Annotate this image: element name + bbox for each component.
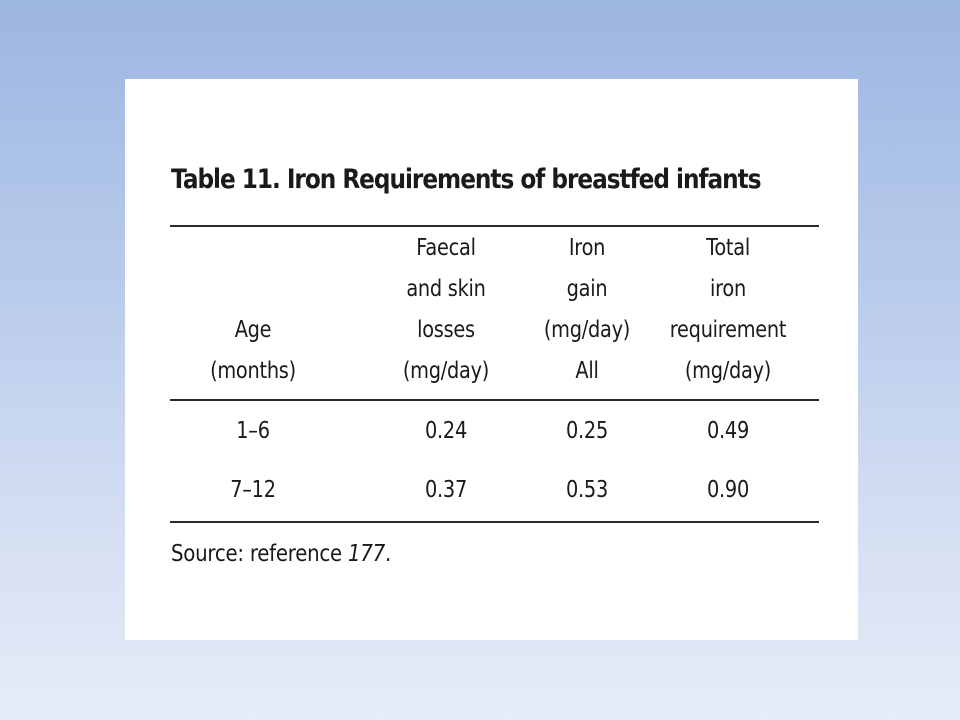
table-header-rule <box>170 399 819 401</box>
slide-card: Table 11. Iron Requirements of breastfed… <box>125 79 858 640</box>
source-reference-number: 177 <box>347 541 385 567</box>
table-cell-age: 1–6 <box>236 418 270 444</box>
table-cell-iron-gain: 0.25 <box>565 418 608 444</box>
table-top-rule <box>170 225 819 227</box>
table-cell-faecal-skin-losses: 0.24 <box>424 418 467 444</box>
table-cell-faecal-skin-losses: 0.37 <box>424 477 467 503</box>
table-cell-total-iron-requirement: 0.90 <box>706 477 749 503</box>
source-prefix: Source: reference <box>171 541 348 567</box>
header-age: Age (months) <box>210 317 296 384</box>
header-iron-gain: Iron gain (mg/day) All <box>543 235 631 384</box>
header-total-iron-requirement: Total iron requirement (mg/day) <box>669 235 787 384</box>
header-faecal-skin-losses: Faecal and skin losses (mg/day) <box>402 235 490 384</box>
table-title: Table 11. Iron Requirements of breastfed… <box>171 164 762 195</box>
table-cell-iron-gain: 0.53 <box>565 477 608 503</box>
table-bottom-rule <box>170 521 819 523</box>
source-suffix: . <box>384 541 391 567</box>
table-cell-age: 7–12 <box>230 477 276 503</box>
source-note: Source: reference 177. <box>171 541 391 567</box>
table-cell-total-iron-requirement: 0.49 <box>706 418 749 444</box>
